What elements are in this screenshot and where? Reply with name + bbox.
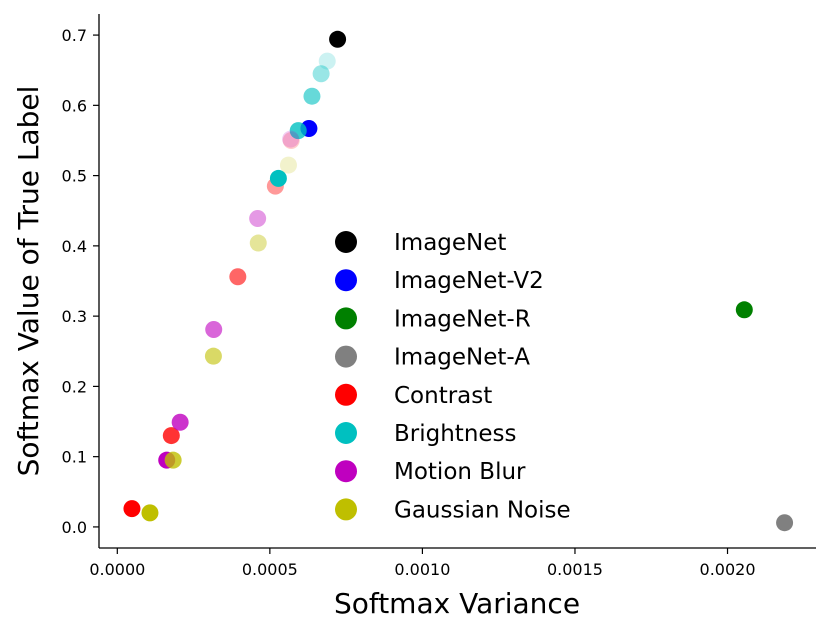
legend-marker [335, 498, 357, 521]
x-tick-label: 0.0010 [394, 560, 450, 579]
legend-label: Brightness [394, 421, 517, 447]
data-point-gaussian-noise [164, 451, 182, 469]
y-tick-label: 0.2 [62, 377, 87, 396]
legend: ImageNet ImageNet-V2 ImageNet-R ImageNet-A C… [335, 230, 571, 523]
data-point-gaussian-noise [249, 234, 267, 252]
legend-label: Gaussian Noise [394, 497, 571, 523]
x-axis-ticks: 0.0000 0.0005 0.0010 0.0015 0.0020 [89, 548, 756, 579]
y-tick-label: 0.1 [62, 448, 87, 467]
x-axis-title: Softmax Variance [334, 587, 580, 620]
y-axis-title: Softmax Value of True Label [12, 86, 45, 477]
x-tick-label: 0.0000 [89, 560, 145, 579]
legend-marker [335, 345, 357, 368]
data-point-motion-blur [171, 413, 189, 431]
y-tick-label: 0.3 [62, 307, 87, 326]
data-point-brightness [289, 122, 307, 140]
data-point-gaussian-noise [279, 156, 297, 174]
legend-label: ImageNet [394, 230, 506, 256]
legend-label: ImageNet-V2 [394, 268, 544, 294]
data-point-imagenet-a [776, 514, 794, 532]
legend-marker [335, 307, 357, 330]
legend-marker [335, 231, 357, 253]
y-tick-label: 0.6 [62, 96, 87, 115]
data-point-motion-blur [282, 130, 300, 148]
legend-label: ImageNet-A [394, 345, 530, 371]
x-tick-label: 0.0020 [700, 560, 756, 579]
legend-marker [335, 422, 357, 444]
y-tick-label: 0.4 [62, 237, 87, 256]
data-point-brightness [318, 52, 336, 70]
data-point-brightness [312, 65, 330, 83]
legend-marker [335, 383, 357, 406]
x-tick-label: 0.0005 [242, 560, 298, 579]
legend-label: Motion Blur [394, 459, 526, 485]
y-tick-label: 0.7 [62, 26, 87, 45]
data-point-motion-blur [249, 209, 267, 227]
y-tick-label: 0.5 [62, 167, 87, 186]
data-point-brightness [303, 87, 321, 105]
legend-label: ImageNet-R [394, 306, 531, 332]
data-point-motion-blur [205, 320, 223, 338]
data-point-contrast [162, 427, 180, 445]
data-point-imagenet [329, 30, 347, 48]
y-tick-label: 0.0 [62, 518, 87, 537]
legend-label: Contrast [394, 383, 492, 409]
data-point-imagenet-r [735, 301, 753, 319]
data-point-gaussian-noise [141, 504, 159, 522]
y-axis-ticks: 0.0 0.1 0.2 0.3 0.4 0.5 0.6 0.7 [62, 26, 99, 537]
data-point-gaussian-noise [204, 347, 222, 365]
data-points [123, 30, 794, 532]
legend-marker [335, 460, 357, 483]
data-point-contrast [229, 268, 247, 286]
legend-marker [335, 269, 357, 292]
data-point-brightness [269, 169, 287, 187]
x-tick-label: 0.0015 [547, 560, 603, 579]
data-point-contrast [123, 500, 141, 518]
